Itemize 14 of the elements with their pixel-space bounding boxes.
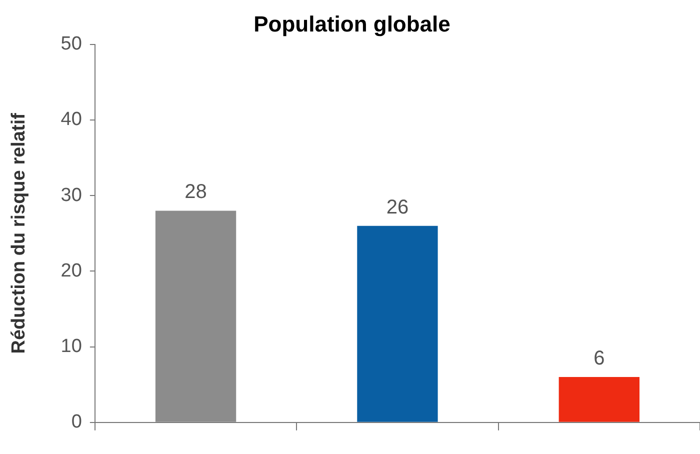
y-tick-label: 30 (60, 184, 82, 206)
bar (357, 226, 438, 422)
y-axis-title: Réduction du risque relatif (8, 112, 30, 354)
bar (558, 377, 640, 422)
y-tick-label: 40 (60, 109, 82, 130)
y-tick-label: 50 (60, 34, 82, 55)
y-tick-label: 10 (60, 336, 82, 358)
data-label: 26 (386, 196, 409, 218)
data-label: 28 (184, 181, 207, 204)
y-tick-label: 0 (71, 412, 82, 433)
y-tick-label: 20 (60, 260, 82, 282)
data-label: 6 (594, 348, 605, 370)
bar (155, 210, 236, 422)
chart-title: Population globale (254, 11, 450, 36)
